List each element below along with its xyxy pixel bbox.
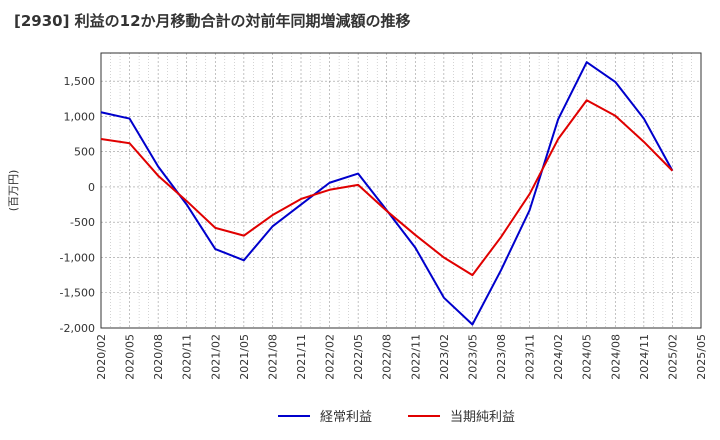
x-tick-label: 2023/05: [466, 334, 479, 380]
x-tick-label: 2024/08: [609, 334, 622, 380]
y-tick-label: 1,000: [64, 110, 96, 123]
x-tick-label: 2025/05: [695, 334, 708, 380]
x-tick-label: 2020/02: [95, 334, 108, 380]
x-tick-label: 2022/08: [381, 334, 394, 380]
y-tick-label: -1,500: [60, 287, 95, 300]
x-tick-label: 2023/02: [438, 334, 451, 380]
x-tick-label: 2025/02: [666, 334, 679, 380]
y-tick-label: -500: [70, 216, 95, 229]
x-tick-label: 2024/05: [581, 334, 594, 380]
y-tick-label: 1,500: [64, 75, 96, 88]
legend-label-2: 当期純利益: [450, 410, 515, 425]
x-tick-label: 2021/02: [209, 334, 222, 380]
x-tick-label: 2020/11: [181, 334, 194, 380]
legend-label-1: 経常利益: [320, 410, 372, 425]
x-tick-label: 2021/11: [295, 334, 308, 380]
x-tick-label: 2024/02: [552, 334, 565, 380]
x-tick-label: 2024/11: [638, 334, 651, 380]
plot-border: [100, 52, 702, 329]
y-tick-label: 0: [88, 181, 95, 194]
x-tick-label: 2020/05: [124, 334, 137, 380]
y-axis-label: (百万円): [7, 170, 20, 212]
x-tick-label: 2023/11: [524, 334, 537, 380]
x-tick-label: 2022/11: [409, 334, 422, 380]
x-tick-label: 2021/08: [266, 334, 279, 380]
x-tick-label: 2022/05: [352, 334, 365, 380]
x-tick-label: 2021/05: [238, 334, 251, 380]
x-tick-label: 2022/02: [324, 334, 337, 380]
x-tick-label: 2023/08: [495, 334, 508, 380]
series-line-2: [100, 99, 674, 277]
x-tick-label: 2020/08: [152, 334, 165, 380]
y-tick-label: 500: [74, 146, 95, 159]
y-tick-label: -1,000: [60, 251, 95, 264]
y-tick-label: -2,000: [60, 322, 95, 335]
chart-title: [2930] 利益の12か月移動合計の対前年同期増減額の推移: [14, 12, 411, 30]
